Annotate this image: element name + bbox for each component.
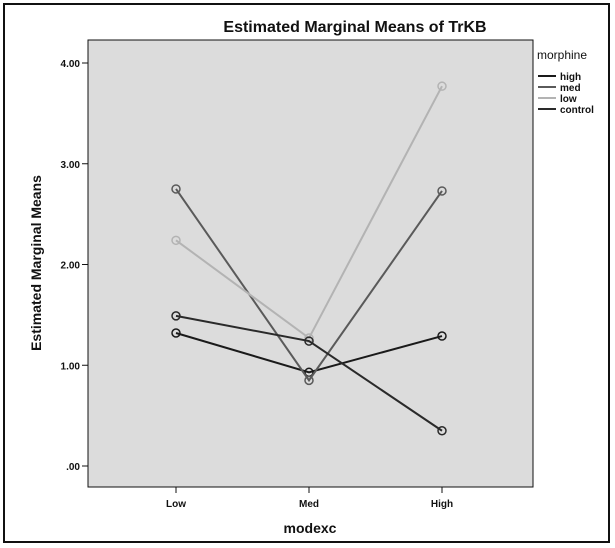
plot-area — [87, 39, 534, 488]
legend-item-high: high — [538, 72, 581, 83]
y-tick-label: 3.00 — [61, 160, 81, 171]
y-tick-label: .00 — [66, 462, 80, 473]
data-point — [437, 81, 447, 91]
data-point — [171, 235, 181, 246]
legend-item-low: low — [538, 94, 577, 105]
data-point — [437, 331, 447, 341]
series-low — [171, 81, 447, 343]
legend-label: low — [560, 94, 577, 105]
series-line — [175, 332, 443, 374]
chart-title: Estimated Marginal Means of TrKB — [223, 19, 486, 36]
data-point — [171, 311, 181, 321]
legend-item-med: med — [538, 83, 581, 94]
legend-label: control — [560, 105, 594, 116]
series-line — [175, 188, 443, 383]
y-tick-label: 1.00 — [61, 361, 81, 372]
x-tick-label: Med — [299, 499, 319, 510]
data-point — [304, 336, 314, 346]
series-line — [175, 85, 443, 340]
series-med — [171, 184, 447, 386]
legend-title: morphine — [537, 48, 587, 62]
y-tick-label: 4.00 — [61, 59, 81, 70]
y-axis-title: Estimated Marginal Means — [28, 175, 44, 351]
data-point — [304, 375, 314, 386]
data-point — [437, 425, 447, 436]
series-layer — [171, 81, 447, 436]
series-line — [175, 314, 443, 432]
legend-label: med — [560, 83, 581, 94]
series-high — [171, 328, 447, 378]
y-axis: .00 1.00 2.00 3.00 4.00 — [61, 59, 88, 473]
legend-item-control: control — [538, 105, 594, 116]
data-point — [171, 184, 181, 194]
y-tick-label: 2.00 — [61, 261, 81, 272]
legend-label: high — [560, 72, 581, 83]
x-tick-label: Low — [166, 499, 186, 510]
x-axis: Low Med High — [166, 487, 453, 510]
series-control — [171, 311, 447, 436]
x-tick-label: High — [431, 499, 453, 510]
data-point — [437, 186, 447, 196]
data-point — [171, 328, 181, 338]
x-axis-title: modexc — [284, 520, 337, 536]
